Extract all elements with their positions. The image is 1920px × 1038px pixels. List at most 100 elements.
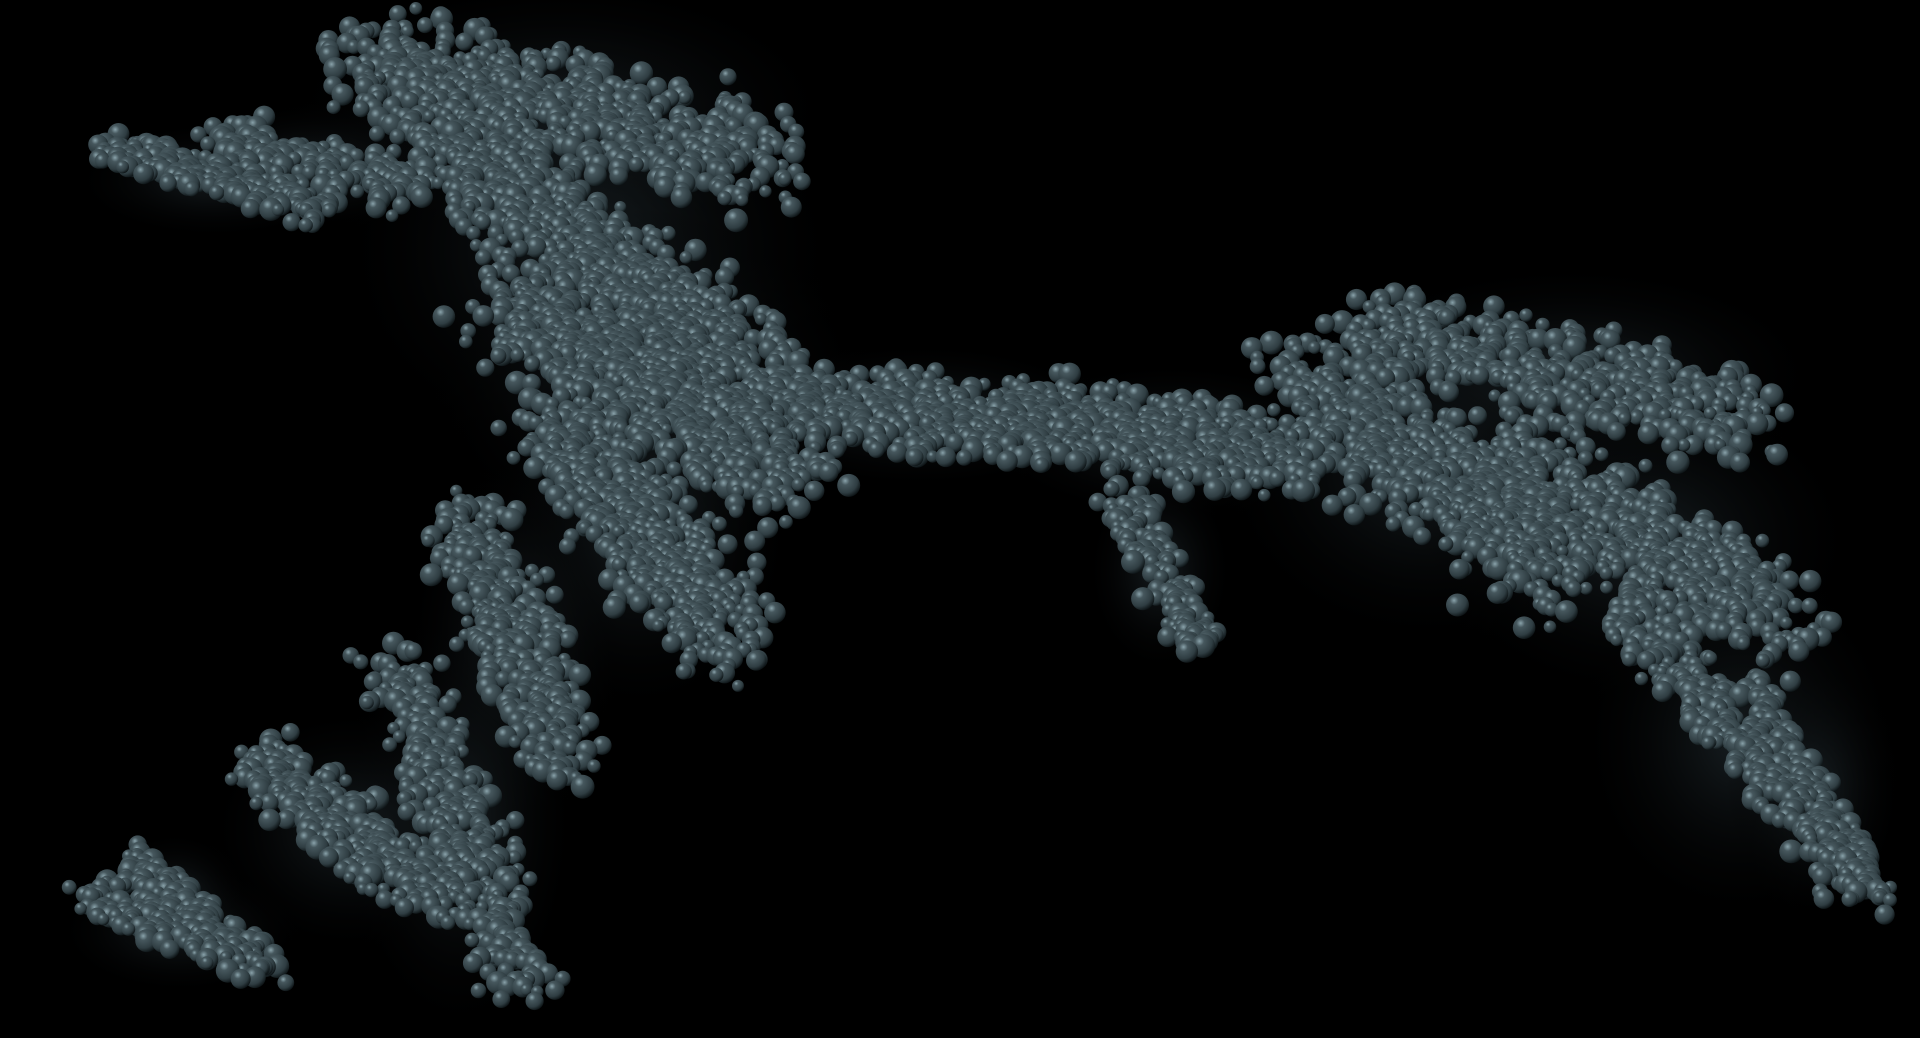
atom-sphere bbox=[804, 480, 825, 501]
atom-sphere bbox=[490, 347, 507, 364]
atom-sphere bbox=[400, 24, 414, 39]
atom-sphere bbox=[422, 110, 436, 123]
atom-sphere bbox=[472, 305, 495, 327]
atom-sphere bbox=[1677, 438, 1691, 452]
atom-sphere bbox=[788, 123, 805, 140]
atom-sphere bbox=[717, 191, 732, 206]
atom-sphere bbox=[1438, 381, 1459, 403]
atom-sphere bbox=[1468, 406, 1487, 426]
atom-sphere bbox=[409, 1, 423, 15]
atom-sphere bbox=[793, 172, 811, 191]
atom-sphere bbox=[583, 163, 607, 187]
atom-sphere bbox=[455, 32, 474, 51]
atom-sphere bbox=[1249, 358, 1266, 375]
atom-sphere bbox=[628, 157, 644, 173]
atom-sphere bbox=[350, 184, 365, 199]
atom-sphere bbox=[298, 218, 313, 233]
atom-sphere bbox=[791, 477, 806, 492]
atom-sphere bbox=[190, 126, 207, 143]
atom-sphere bbox=[1470, 366, 1490, 386]
atom-sphere bbox=[133, 163, 155, 185]
atom-sphere bbox=[365, 197, 387, 219]
atom-sphere bbox=[670, 186, 693, 209]
atom-sphere bbox=[780, 196, 802, 218]
atom-sphere bbox=[432, 177, 445, 190]
atom-sphere bbox=[1291, 478, 1315, 503]
atom-sphere bbox=[905, 448, 924, 467]
atom-sphere bbox=[352, 100, 370, 118]
atom-sphere bbox=[956, 449, 973, 466]
atom-sphere bbox=[784, 143, 805, 165]
atom-sphere bbox=[1132, 469, 1151, 488]
atom-sphere bbox=[1230, 478, 1253, 501]
atom-sphere bbox=[326, 100, 341, 115]
atom-sphere bbox=[523, 456, 546, 480]
atom-sphere bbox=[1314, 313, 1335, 334]
atom-sphere bbox=[699, 479, 713, 493]
atom-sphere bbox=[1171, 480, 1196, 504]
atom-sphere bbox=[1268, 470, 1286, 487]
atom-sphere bbox=[646, 76, 668, 98]
atom-sphere bbox=[679, 250, 693, 264]
atom-sphere bbox=[184, 181, 200, 197]
atom-sphere bbox=[1064, 450, 1087, 473]
atom-sphere bbox=[510, 348, 525, 362]
atom-sphere bbox=[459, 334, 473, 349]
atom-sphere bbox=[1438, 309, 1456, 327]
atom-sphere bbox=[432, 305, 456, 328]
atom-sphere bbox=[1259, 330, 1284, 355]
atom-sphere bbox=[388, 5, 407, 23]
atom-sphere bbox=[368, 125, 385, 142]
atom-sphere bbox=[1254, 375, 1275, 396]
atom-cluster bbox=[55, 0, 1905, 1038]
atom-sphere bbox=[1637, 422, 1660, 445]
atom-sphere bbox=[271, 203, 285, 216]
atom-sphere bbox=[475, 249, 492, 266]
atom-sphere bbox=[1607, 422, 1626, 441]
atom-sphere bbox=[1519, 308, 1533, 322]
atom-sphere bbox=[868, 441, 885, 459]
atom-sphere bbox=[677, 90, 692, 105]
atom-sphere bbox=[654, 176, 676, 198]
atom-sphere bbox=[996, 450, 1018, 472]
atom-sphere bbox=[417, 17, 433, 34]
atom-sphere bbox=[389, 128, 406, 145]
atom-sphere bbox=[719, 68, 737, 86]
atom-sphere bbox=[524, 356, 540, 372]
atom-sphere bbox=[818, 462, 839, 482]
atom-sphere bbox=[1203, 478, 1226, 501]
atom-sphere bbox=[1766, 443, 1788, 466]
atom-sphere bbox=[400, 91, 420, 111]
atom-sphere bbox=[323, 57, 347, 81]
atom-sphere bbox=[94, 153, 111, 169]
atom-sphere bbox=[116, 160, 129, 174]
atom-sphere bbox=[321, 203, 337, 218]
atom-sphere bbox=[886, 442, 908, 463]
atom-sphere bbox=[1774, 403, 1795, 423]
atom-sphere bbox=[1638, 458, 1653, 473]
atom-sphere bbox=[837, 473, 861, 497]
atom-sphere bbox=[410, 185, 433, 208]
atom-sphere bbox=[724, 208, 749, 233]
atom-sphere bbox=[208, 185, 225, 201]
atom-sphere bbox=[159, 174, 177, 192]
atom-sphere bbox=[1666, 450, 1690, 474]
atom-sphere bbox=[200, 136, 216, 152]
atom-sphere bbox=[346, 39, 361, 54]
atom-sphere bbox=[282, 213, 301, 232]
atom-sphere bbox=[331, 83, 354, 106]
atom-sphere bbox=[629, 61, 654, 85]
atom-sphere bbox=[1250, 476, 1264, 490]
atom-sphere bbox=[1308, 341, 1321, 354]
atom-sphere bbox=[1267, 403, 1281, 417]
atom-sphere bbox=[506, 451, 521, 465]
atom-sphere bbox=[935, 446, 956, 468]
atom-sphere bbox=[476, 358, 495, 377]
atom-sphere bbox=[735, 193, 749, 207]
atom-sphere bbox=[778, 172, 792, 186]
atom-sphere bbox=[1730, 452, 1750, 473]
atom-sphere bbox=[1594, 447, 1609, 462]
atom-sphere bbox=[759, 185, 772, 198]
